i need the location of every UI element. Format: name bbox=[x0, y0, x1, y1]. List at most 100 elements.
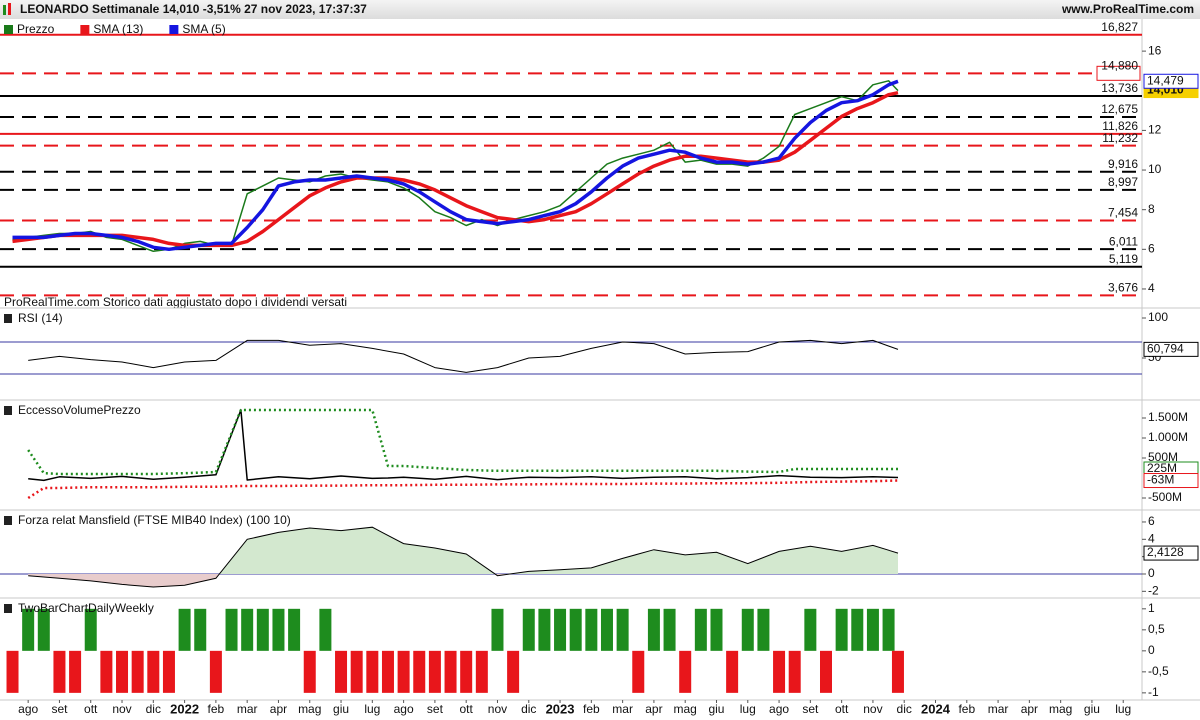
x-tick-label: giu bbox=[1084, 702, 1100, 716]
x-tick-label: mag bbox=[1049, 702, 1072, 716]
bar bbox=[444, 650, 457, 693]
bar bbox=[335, 650, 348, 693]
bar bbox=[460, 650, 473, 693]
bar bbox=[53, 650, 66, 693]
y-tick-label: 500M bbox=[1148, 450, 1178, 464]
x-tick-label: apr bbox=[270, 702, 287, 716]
panel-icon bbox=[4, 314, 12, 323]
bar bbox=[397, 650, 410, 693]
y-tick-label: 1 bbox=[1148, 601, 1155, 615]
last-value-box bbox=[1143, 341, 1199, 357]
bar bbox=[554, 608, 567, 651]
y-tick-label: -0,5 bbox=[1148, 664, 1169, 678]
y-tick-label: 4 bbox=[1148, 531, 1155, 545]
bar bbox=[694, 608, 707, 651]
x-tick-label: feb bbox=[583, 702, 600, 716]
x-tick-label: lug bbox=[740, 702, 756, 716]
bar bbox=[225, 608, 238, 651]
bar bbox=[616, 608, 629, 651]
y-tick-label: 0 bbox=[1148, 643, 1155, 657]
x-tick-label: 2024 bbox=[921, 701, 951, 716]
x-tick-label: dic bbox=[146, 702, 161, 716]
bar bbox=[288, 608, 301, 651]
x-tick-label: nov bbox=[112, 702, 131, 716]
bar bbox=[679, 650, 692, 693]
bar bbox=[116, 650, 129, 693]
bar bbox=[319, 608, 332, 651]
series-line bbox=[28, 409, 899, 482]
last-value-label: 225M bbox=[1147, 461, 1177, 475]
x-tick-label: nov bbox=[863, 702, 882, 716]
note: ProRealTime.com Storico dati aggiustato … bbox=[4, 295, 347, 309]
bar bbox=[632, 650, 645, 693]
level-label: 5,119 bbox=[1109, 252, 1138, 266]
x-tick-label: mar bbox=[988, 702, 1009, 716]
bar bbox=[647, 608, 660, 651]
bar bbox=[162, 650, 175, 693]
x-tick-label: apr bbox=[645, 702, 662, 716]
x-tick-label: mar bbox=[612, 702, 633, 716]
area-fill-negative bbox=[28, 573, 898, 587]
bar bbox=[851, 608, 864, 651]
series-line bbox=[28, 526, 899, 588]
bar bbox=[866, 608, 879, 651]
y-tick-label: 4 bbox=[1148, 281, 1155, 295]
level-label: 13,736 bbox=[1101, 81, 1138, 95]
bar bbox=[475, 650, 488, 693]
bar bbox=[194, 608, 207, 651]
series-line bbox=[12, 80, 899, 253]
bar bbox=[663, 608, 676, 651]
panel-title: EccessoVolumePrezzo bbox=[18, 403, 141, 417]
legend-label: SMA (13) bbox=[93, 22, 143, 36]
y-tick-label: 100 bbox=[1148, 310, 1168, 324]
x-tick-label: ott bbox=[835, 702, 849, 716]
bar bbox=[272, 608, 285, 651]
bar bbox=[22, 608, 35, 651]
series-line bbox=[12, 79, 899, 252]
series-line bbox=[27, 479, 899, 500]
bar bbox=[303, 650, 316, 693]
bar bbox=[569, 608, 582, 651]
bar bbox=[256, 608, 269, 651]
x-tick-label: apr bbox=[1021, 702, 1038, 716]
bar bbox=[6, 650, 19, 693]
header-icon bbox=[3, 5, 6, 15]
bar bbox=[585, 608, 598, 651]
bar bbox=[491, 608, 504, 651]
bar bbox=[69, 650, 82, 693]
series-line bbox=[12, 90, 899, 248]
bar bbox=[428, 650, 441, 693]
level-label: 6,011 bbox=[1109, 234, 1138, 248]
bar bbox=[178, 608, 191, 651]
x-tick-label: giu bbox=[708, 702, 724, 716]
level-label: 11,826 bbox=[1102, 119, 1138, 133]
header-site: www.ProRealTime.com bbox=[1061, 2, 1194, 16]
x-tick-label: dic bbox=[521, 702, 536, 716]
y-tick-label: 1.500M bbox=[1148, 410, 1188, 424]
series-line bbox=[27, 408, 898, 476]
legend-label: SMA (5) bbox=[182, 22, 225, 36]
bar bbox=[891, 650, 904, 693]
y-tick-label: -2 bbox=[1148, 583, 1159, 597]
bar bbox=[37, 608, 50, 651]
x-tick-label: feb bbox=[958, 702, 975, 716]
bar bbox=[413, 650, 426, 693]
bar bbox=[241, 608, 254, 651]
level-label: 8,997 bbox=[1108, 175, 1138, 189]
bar bbox=[757, 608, 770, 651]
x-tick-label: ago bbox=[394, 702, 414, 716]
bar bbox=[350, 650, 363, 693]
x-tick-label: mag bbox=[298, 702, 321, 716]
panel-title: RSI (14) bbox=[18, 311, 63, 325]
last-value-box bbox=[1143, 545, 1199, 561]
panel-icon bbox=[4, 406, 12, 415]
bar bbox=[381, 650, 394, 693]
x-tick-label: 2022 bbox=[170, 701, 199, 716]
bar bbox=[209, 650, 222, 693]
bar bbox=[538, 608, 551, 651]
bar bbox=[804, 608, 817, 651]
legend-swatch bbox=[169, 25, 179, 34]
bar bbox=[507, 650, 520, 693]
level-label: 7,454 bbox=[1108, 206, 1138, 220]
